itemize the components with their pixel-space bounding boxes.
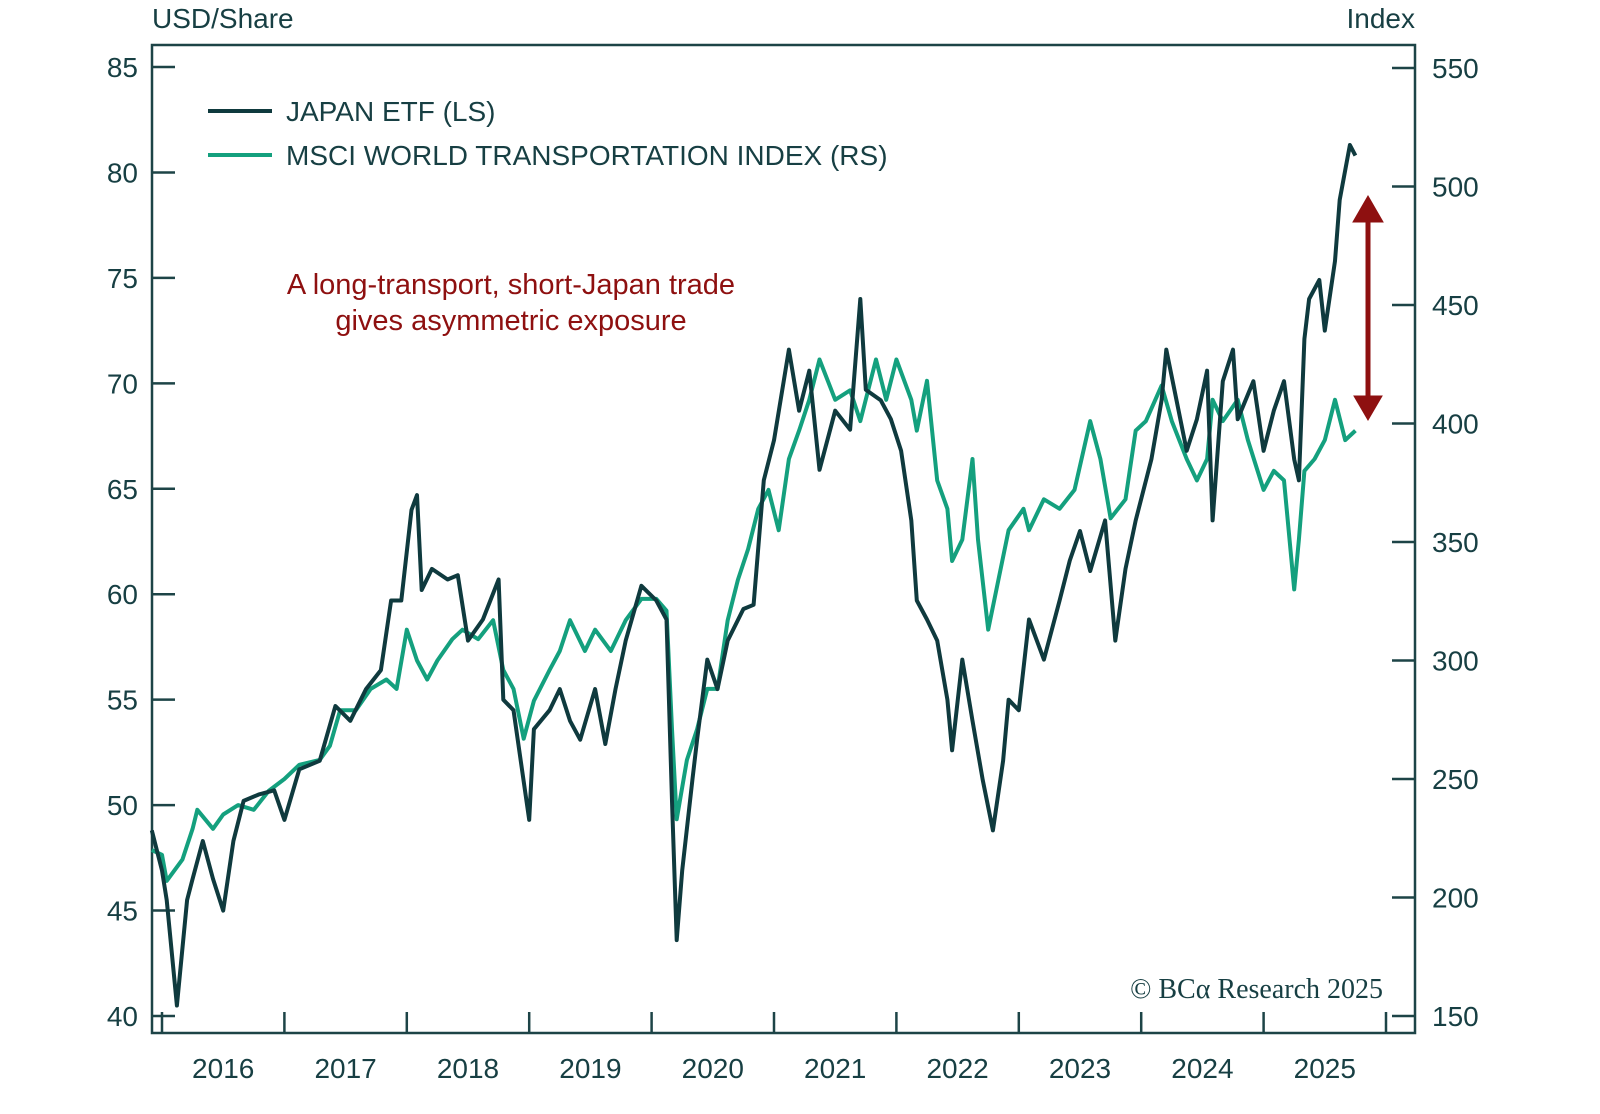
left-tick-label: 55 — [107, 685, 138, 716]
annotation-line-1: A long-transport, short-Japan trade — [287, 269, 735, 301]
right-axis-unit-label: Index — [1347, 3, 1416, 34]
right-tick-label: 250 — [1432, 764, 1479, 795]
series-line-msci-transport — [150, 357, 1357, 883]
x-tick-label: 2016 — [192, 1053, 254, 1084]
right-tick-label: 150 — [1432, 1001, 1479, 1032]
left-tick-label: 75 — [107, 263, 138, 294]
legend-label-msci-transport: MSCI WORLD TRANSPORTATION INDEX (RS) — [286, 140, 888, 171]
right-tick-label: 450 — [1432, 290, 1479, 321]
left-tick-label: 85 — [107, 52, 138, 83]
right-tick-label: 350 — [1432, 527, 1479, 558]
left-tick-label: 65 — [107, 474, 138, 505]
left-axis-unit-label: USD/Share — [152, 3, 294, 34]
legend-label-japan-etf: JAPAN ETF (LS) — [286, 96, 496, 127]
left-tick-label: 45 — [107, 896, 138, 927]
annotation: A long-transport, short-Japan trade give… — [287, 194, 1384, 421]
x-tick-label: 2022 — [926, 1053, 988, 1084]
series-line-japan-etf — [149, 143, 1358, 1008]
left-tick-label: 80 — [107, 157, 138, 188]
right-tick-label: 500 — [1432, 172, 1479, 203]
x-tick-label: 2023 — [1049, 1053, 1111, 1084]
source-credit: © BCα Research 2025 — [1130, 974, 1383, 1005]
annotation-line-2: gives asymmetric exposure — [335, 305, 686, 337]
left-tick-label: 40 — [107, 1001, 138, 1032]
left-tick-label: 60 — [107, 579, 138, 610]
x-tick-label: 2018 — [437, 1053, 499, 1084]
right-tick-label: 300 — [1432, 646, 1479, 677]
double-arrow-icon — [1352, 194, 1384, 421]
plot-frame — [150, 43, 1417, 1035]
x-tick-label: 2021 — [804, 1053, 866, 1084]
x-tick-label: 2025 — [1294, 1053, 1356, 1084]
right-tick-label: 550 — [1432, 53, 1479, 84]
x-tick-label: 2017 — [314, 1053, 376, 1084]
right-axis: 150 200 250 300 350 400 450 500 550 — [1392, 53, 1479, 1032]
left-tick-label: 50 — [107, 790, 138, 821]
right-tick-label: 200 — [1432, 883, 1479, 914]
right-tick-label: 400 — [1432, 409, 1479, 440]
left-tick-label: 70 — [107, 368, 138, 399]
x-tick-label: 2020 — [682, 1053, 744, 1084]
x-tick-label: 2024 — [1171, 1053, 1233, 1084]
left-axis: 40 45 50 55 60 65 70 75 80 85 — [107, 52, 175, 1032]
legend: JAPAN ETF (LS) MSCI WORLD TRANSPORTATION… — [208, 96, 888, 171]
x-tick-label: 2019 — [559, 1053, 621, 1084]
series-layer — [149, 143, 1358, 1008]
x-axis: 2016 2017 2018 2019 2020 2021 2022 2023 2024 2025 — [160, 1012, 1388, 1084]
